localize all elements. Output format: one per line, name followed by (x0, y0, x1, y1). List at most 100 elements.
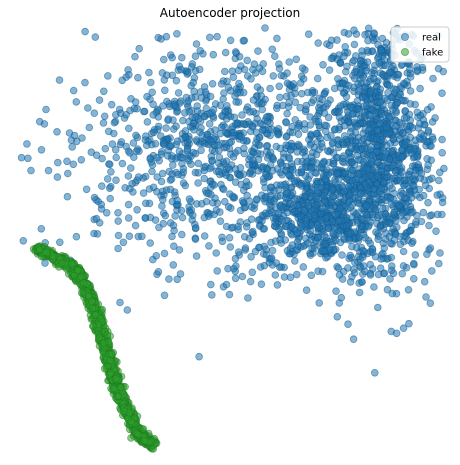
point-real (224, 264, 232, 273)
point-real (302, 286, 311, 295)
point-real (302, 214, 310, 223)
point-real (323, 133, 332, 142)
point-real (282, 118, 291, 127)
point-real (289, 80, 298, 88)
point-real (169, 261, 178, 269)
point-real (130, 153, 138, 162)
point-real (438, 198, 447, 207)
point-real (254, 47, 262, 55)
point-real (237, 132, 246, 141)
point-real (391, 230, 400, 239)
point-real (194, 169, 203, 177)
point-real (271, 218, 279, 227)
point-real (251, 247, 260, 256)
point-real (334, 217, 343, 226)
point-real (170, 101, 178, 110)
point-real (231, 254, 240, 263)
point-real (354, 170, 363, 179)
point-real (77, 156, 86, 164)
point-real (413, 152, 422, 161)
point-real (369, 36, 378, 44)
point-real (389, 210, 398, 218)
point-real (191, 113, 200, 122)
point-fake (127, 417, 135, 426)
point-real (232, 98, 240, 106)
point-real (194, 179, 202, 187)
point-real (276, 93, 284, 102)
point-real (151, 140, 160, 148)
point-real (370, 29, 378, 37)
point-real (258, 126, 267, 135)
point-real (285, 98, 293, 107)
point-real (72, 98, 81, 106)
point-real (106, 160, 114, 169)
point-real (340, 132, 349, 140)
point-real (419, 191, 428, 200)
point-real (262, 245, 271, 254)
point-real (389, 135, 398, 143)
point-fake (103, 331, 111, 339)
point-real (253, 83, 262, 91)
point-real (211, 126, 219, 134)
point-real (125, 71, 133, 79)
point-real (285, 58, 294, 66)
point-real (133, 206, 141, 214)
point-real (329, 229, 337, 238)
point-real (353, 105, 362, 113)
point-real (313, 74, 322, 83)
point-real (378, 34, 387, 43)
point-real (261, 193, 270, 202)
point-real (170, 226, 178, 235)
point-real (318, 160, 327, 168)
point-real (268, 45, 277, 54)
point-real (350, 74, 359, 83)
point-real (359, 158, 368, 166)
point-real (401, 200, 410, 208)
point-real (275, 82, 284, 91)
point-real (426, 299, 435, 308)
point-real (192, 252, 201, 260)
point-real (302, 179, 311, 187)
point-real (345, 236, 353, 244)
point-real (149, 100, 157, 109)
point-real (143, 92, 151, 101)
point-real (283, 69, 291, 77)
point-real (424, 161, 432, 169)
point-real (399, 324, 408, 333)
point-real (276, 235, 284, 244)
point-real (162, 32, 171, 41)
point-real (304, 30, 313, 39)
point-real (114, 244, 122, 253)
point-real (262, 142, 271, 150)
point-real (349, 335, 358, 344)
point-real (170, 242, 178, 251)
point-real (222, 222, 231, 231)
point-fake (89, 322, 98, 330)
point-real (158, 169, 167, 178)
point-real (273, 165, 282, 173)
point-real (355, 288, 364, 297)
point-real (259, 60, 268, 68)
point-real (229, 153, 238, 161)
point-real (266, 183, 275, 192)
point-real (279, 204, 288, 212)
point-real (299, 263, 308, 271)
point-real (376, 98, 385, 107)
point-real (358, 215, 367, 224)
point-real (427, 103, 435, 111)
point-real (114, 217, 122, 225)
point-real (314, 39, 323, 47)
point-real (232, 262, 240, 270)
point-real (100, 87, 108, 96)
point-real (222, 171, 230, 179)
point-real (273, 281, 282, 289)
point-real (261, 209, 270, 218)
point-fake (104, 337, 113, 346)
point-real (129, 139, 138, 147)
point-real (423, 155, 431, 163)
point-real (91, 33, 100, 41)
point-real (167, 141, 176, 150)
point-real (216, 101, 225, 110)
point-real (164, 115, 173, 123)
point-real (325, 245, 334, 253)
